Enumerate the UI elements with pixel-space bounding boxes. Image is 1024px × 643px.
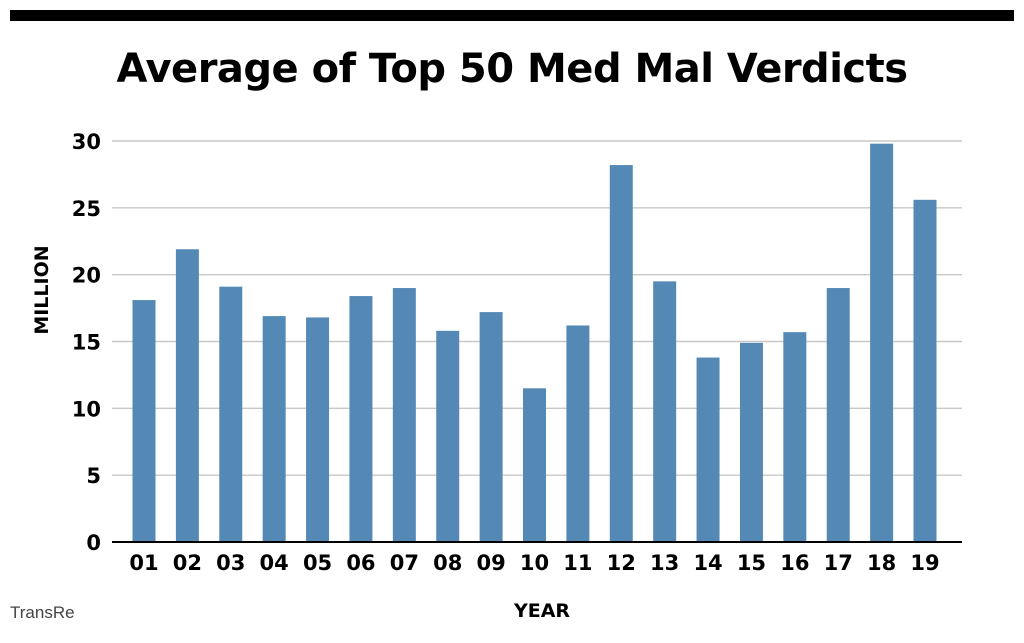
x-tick-label: 11	[563, 551, 592, 575]
y-tick-label: 20	[72, 264, 101, 288]
bar-10	[523, 388, 546, 542]
x-tick-label: 03	[216, 551, 245, 575]
x-tick-label: 17	[824, 551, 853, 575]
bar-05	[306, 317, 330, 542]
bar-11	[566, 325, 590, 542]
y-tick-label: 15	[72, 331, 101, 355]
x-tick-label: 04	[260, 551, 289, 575]
x-tick-label: 19	[910, 551, 939, 575]
top-rule	[10, 10, 1014, 21]
chart-title: Average of Top 50 Med Mal Verdicts	[116, 46, 908, 92]
x-tick-label: 15	[737, 551, 766, 575]
bar-13	[653, 281, 677, 542]
bar-18	[870, 143, 894, 542]
x-axis-label: YEAR	[513, 600, 570, 622]
bar-15	[739, 342, 763, 542]
x-tick-label: 12	[607, 551, 636, 575]
y-axis-label: MILLION	[31, 245, 53, 334]
y-tick-label: 0	[86, 531, 101, 555]
x-tick-label: 18	[867, 551, 896, 575]
bar-02	[175, 249, 199, 542]
bar-16	[783, 332, 807, 542]
x-tick-label: 06	[346, 551, 375, 575]
y-tick-label: 30	[72, 130, 101, 154]
bar-09	[479, 312, 503, 542]
x-tick-label: 10	[520, 551, 549, 575]
y-tick-label: 5	[86, 464, 101, 488]
source-note: TransRe	[10, 603, 75, 622]
y-tick-label: 10	[72, 397, 101, 421]
x-tick-label: 09	[476, 551, 505, 575]
bar-06	[349, 296, 373, 542]
x-tick-label: 14	[693, 551, 722, 575]
bar-07	[392, 288, 416, 542]
bar-04	[262, 316, 286, 542]
x-tick-label: 01	[129, 551, 158, 575]
x-tick-label: 05	[303, 551, 332, 575]
bar-17	[826, 288, 850, 542]
bar-19	[913, 199, 937, 542]
x-tick-label: 08	[433, 551, 462, 575]
x-tick-label: 07	[390, 551, 419, 575]
x-tick-label: 02	[173, 551, 202, 575]
x-tick-label: 13	[650, 551, 679, 575]
x-tick-label: 16	[780, 551, 809, 575]
bar-03	[219, 286, 243, 542]
y-tick-label: 25	[72, 197, 101, 221]
bars	[132, 143, 937, 542]
bar-08	[436, 330, 460, 542]
bar-01	[132, 300, 156, 542]
bar-14	[696, 357, 720, 542]
bar-12	[609, 165, 633, 542]
